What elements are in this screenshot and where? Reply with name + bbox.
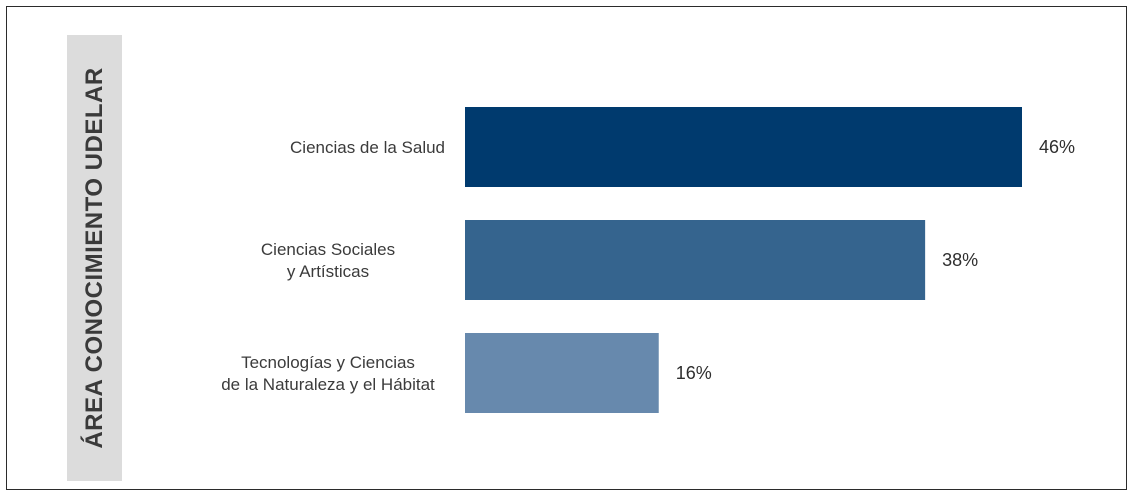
bars-layer xyxy=(465,107,1022,413)
value-label-2: 38% xyxy=(942,250,978,270)
y-axis-banner: ÁREA CONOCIMIENTO UDELAR xyxy=(67,35,122,481)
bar-2 xyxy=(465,220,926,300)
category-labels-layer: Ciencias de la Salud Ciencias Sociales y A… xyxy=(221,138,445,394)
value-label-3: 16% xyxy=(676,363,712,383)
category-label-3: Tecnologías y Ciencias de la Naturaleza y… xyxy=(221,353,435,394)
bar-3 xyxy=(465,333,659,413)
bar-1 xyxy=(465,107,1022,187)
category-label-2: Ciencias Sociales y Artísticas xyxy=(261,240,395,281)
value-labels-layer: 46% 38% 16% xyxy=(676,137,1075,383)
value-label-1: 46% xyxy=(1039,137,1075,157)
category-label-1: Ciencias de la Salud xyxy=(290,138,445,157)
